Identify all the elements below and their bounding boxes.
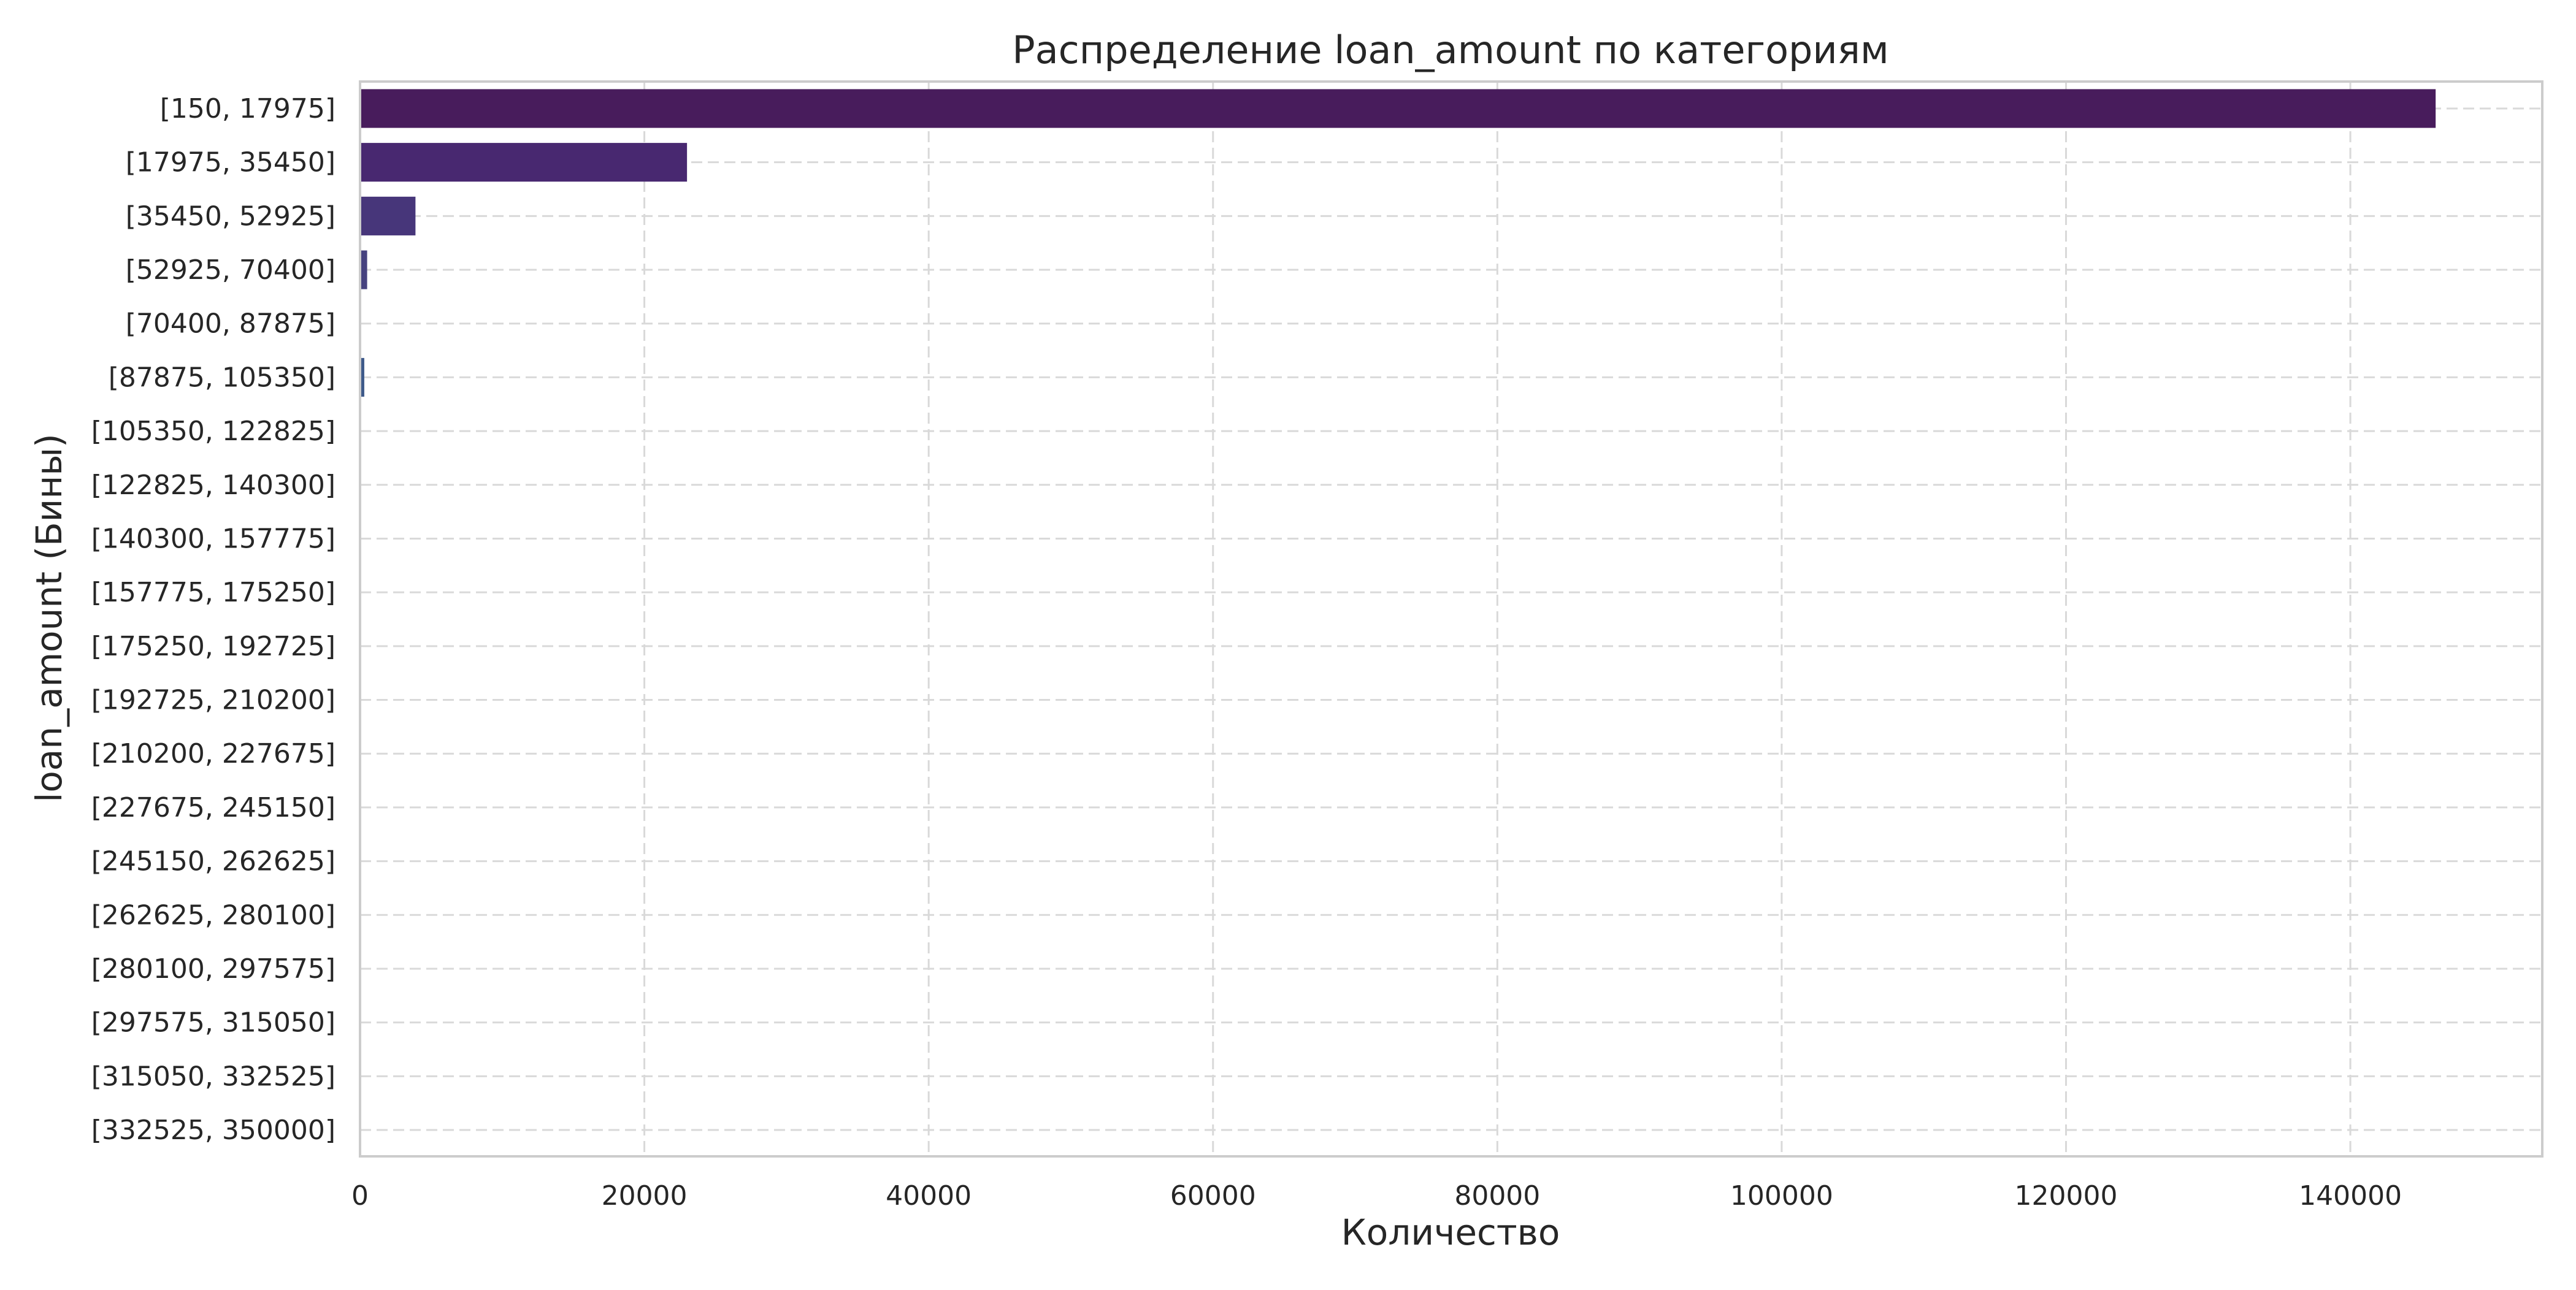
y-tick-label: [70400, 87875] <box>126 308 335 340</box>
bar <box>360 196 416 235</box>
y-tick-label: [122825, 140300] <box>91 470 335 501</box>
plot-frame <box>359 80 2543 1158</box>
y-tick-label: [17975, 35450] <box>126 147 335 178</box>
x-tick-label: 0 <box>351 1180 369 1212</box>
bar <box>360 357 364 397</box>
x-tick-label: 120000 <box>2015 1180 2118 1212</box>
y-tick-label: [332525, 350000] <box>91 1115 335 1146</box>
y-axis-label: loan_amount (Бины) <box>28 433 70 803</box>
grid <box>359 82 2542 1156</box>
y-tick-label: [245150, 262625] <box>91 846 335 877</box>
y-tick-label: [262625, 280100] <box>91 899 335 931</box>
y-tick-label: [140300, 157775] <box>91 523 335 554</box>
y-tick-label: [227675, 245150] <box>91 792 335 823</box>
y-tick-labels: [150, 17975] [17975, 35450] [35450, 52925]… <box>91 93 335 1146</box>
y-tick-label: [297575, 315050] <box>91 1007 335 1039</box>
x-tick-label: 40000 <box>886 1180 972 1212</box>
y-tick-label: [150, 17975] <box>160 93 335 124</box>
x-tick-labels: 0 20000 40000 60000 80000 100000 120000 140000 <box>351 1180 2402 1212</box>
bar <box>360 143 688 182</box>
bar <box>360 250 367 289</box>
x-tick-label: 100000 <box>1730 1180 1833 1212</box>
y-tick-label: [52925, 70400] <box>126 254 335 286</box>
x-tick-label: 80000 <box>1454 1180 1540 1212</box>
y-tick-label: [210200, 227675] <box>91 738 335 769</box>
x-tick-label: 60000 <box>1170 1180 1256 1212</box>
y-tick-label: [35450, 52925] <box>126 200 335 232</box>
y-tick-label: [87875, 105350] <box>109 362 335 393</box>
bars <box>360 89 2436 397</box>
y-tick-label: [315050, 332525] <box>91 1061 335 1092</box>
y-tick-label: [175250, 192725] <box>91 631 335 662</box>
x-axis-label: Количество <box>1341 1212 1560 1253</box>
bar <box>360 89 2436 128</box>
y-tick-label: [192725, 210200] <box>91 685 335 716</box>
y-tick-label: [280100, 297575] <box>91 953 335 985</box>
x-tick-label: 20000 <box>602 1180 688 1212</box>
chart-title: Распределение loan_amount по категориям <box>1012 28 1888 72</box>
y-tick-label: [105350, 122825] <box>91 416 335 447</box>
y-tick-label: [157775, 175250] <box>91 577 335 608</box>
x-tick-label: 140000 <box>2299 1180 2402 1212</box>
